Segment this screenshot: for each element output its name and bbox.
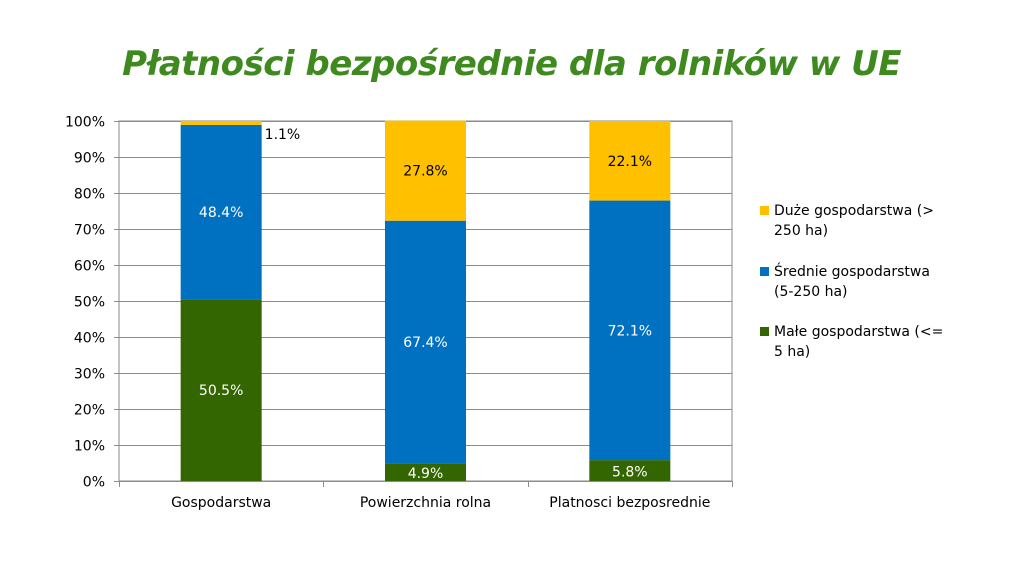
legend-swatch-large [760,206,769,215]
legend-item-large: Duże gospodarstwa (> 250 ha) [760,201,980,241]
legend-label-small-line1: Małe gospodarstwa (<= [774,324,944,340]
x-category-label: Platnosci bezposrednie [549,495,710,511]
bar-segment [385,463,466,481]
y-tick-label: 10% [74,439,105,455]
legend-label-medium-line1: Średnie gospodarstwa [774,264,930,280]
y-tick-label: 60% [74,259,105,275]
x-category-label: Powierzchnia rolna [360,495,491,511]
y-tick-label: 70% [74,223,105,239]
data-label: 5.8% [612,465,648,481]
data-label: 4.9% [408,466,444,482]
y-tick-label: 100% [65,115,105,131]
data-label: 67.4% [403,335,447,351]
y-tick-label: 90% [74,151,105,167]
y-tick-label: 0% [83,475,105,491]
bar-segment [180,121,262,125]
y-tick-label: 20% [74,403,105,419]
legend-label-large-line2: 250 ha) [774,223,829,239]
bar-segment [385,220,466,464]
data-label: 1.1% [265,127,301,143]
bar-segment [589,121,671,201]
y-tick-label: 30% [74,367,105,383]
bar-segment [180,124,262,300]
legend-label-large-line1: Duże gospodarstwa (> [774,203,934,219]
legend-item-small: Małe gospodarstwa (<= 5 ha) [760,322,980,362]
legend-swatch-small [760,327,769,336]
data-label: 22.1% [608,154,652,170]
bar-segment [385,120,466,221]
legend-item-medium: Średnie gospodarstwa (5-250 ha) [760,262,980,302]
legend-swatch-medium [760,267,769,276]
legend-label-small-line2: 5 ha) [774,344,811,360]
y-tick-label: 40% [74,331,105,347]
bar-segment [589,460,671,481]
y-tick-label: 80% [74,187,105,203]
x-category-label: Gospodarstwa [171,495,271,511]
chart-title: Płatności bezpośrednie dla rolników w UE [122,44,901,84]
legend-label-medium-line2: (5-250 ha) [774,284,848,300]
data-label: 48.4% [199,205,243,221]
data-label: 50.5% [199,383,243,399]
bar-segment [589,200,671,461]
data-label: 72.1% [608,323,652,339]
data-label: 27.8% [403,164,447,180]
y-tick-label: 50% [74,295,105,311]
bar-segment [180,299,262,481]
